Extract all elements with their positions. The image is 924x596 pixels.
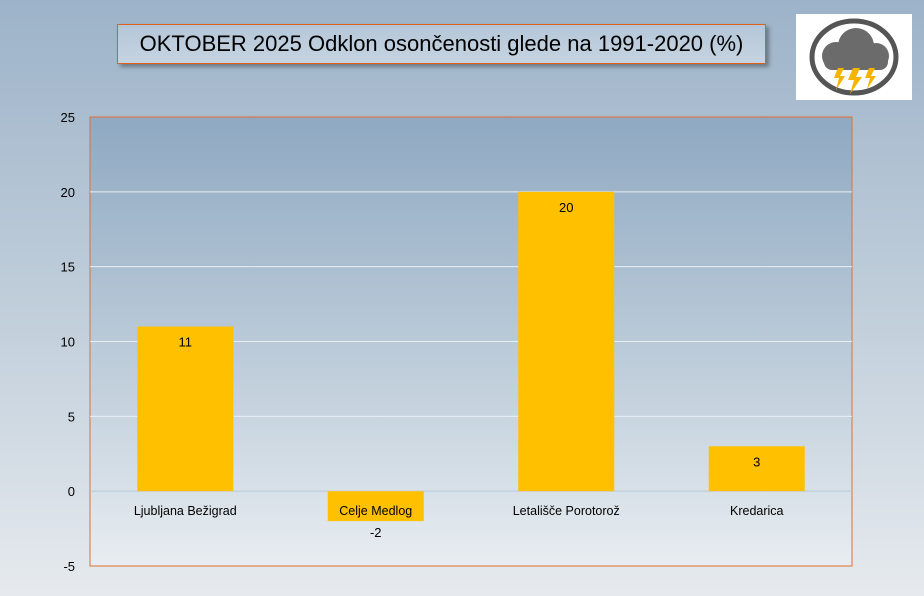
y-tick-label: 5: [68, 409, 75, 424]
bar: [327, 491, 424, 522]
bar: [708, 446, 805, 492]
x-tick-label: Letališče Porotorož: [513, 504, 620, 518]
y-tick-label: -5: [63, 559, 75, 574]
x-tick-label: Ljubljana Bežigrad: [134, 504, 237, 518]
y-tick-label: 0: [68, 484, 75, 499]
thunderstorm-icon: [796, 14, 912, 100]
x-tick-label: Celje Medlog: [339, 504, 412, 518]
data-label: 11: [179, 335, 193, 350]
data-label: 3: [753, 454, 760, 469]
y-tick-label: 20: [61, 185, 75, 200]
bar: [137, 326, 234, 492]
data-label: 20: [559, 200, 573, 215]
data-label: -2: [370, 525, 382, 540]
chart-title: OKTOBER 2025 Odklon osončenosti glede na…: [117, 24, 766, 64]
y-tick-label: 25: [61, 110, 75, 125]
y-tick-label: 10: [61, 335, 75, 350]
bar: [518, 191, 615, 492]
x-tick-label: Kredarica: [730, 504, 784, 518]
y-tick-label: 15: [61, 260, 75, 275]
